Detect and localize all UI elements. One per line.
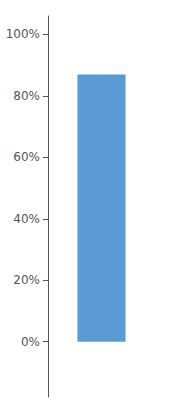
svg-text:100%: 100% — [6, 27, 40, 41]
svg-text:20%: 20% — [13, 273, 40, 287]
svg-text:80%: 80% — [13, 89, 40, 103]
svg-text:60%: 60% — [13, 150, 40, 164]
svg-text:0%: 0% — [21, 335, 40, 349]
svg-text:40%: 40% — [13, 212, 40, 226]
